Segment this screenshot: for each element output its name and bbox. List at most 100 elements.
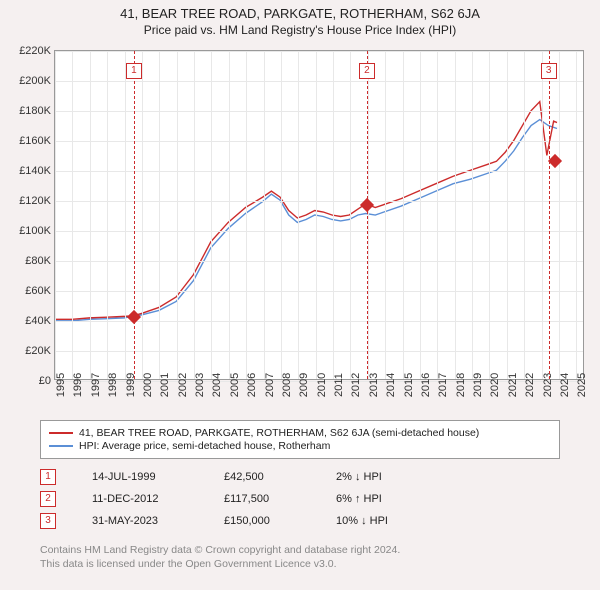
gridline-vertical [298,51,299,379]
gridline-vertical [542,51,543,379]
xtick-label: 1997 [90,373,102,397]
event-date: 31-MAY-2023 [92,515,192,527]
xtick-label: 2007 [264,373,276,397]
xtick-label: 2009 [298,373,310,397]
xtick-label: 2022 [524,373,536,397]
gridline-vertical [55,51,56,379]
gridline-vertical [316,51,317,379]
event-row-badge: 3 [40,513,56,529]
attribution: Contains HM Land Registry data © Crown c… [40,544,400,571]
ytick-label: £80K [25,255,51,267]
ytick-label: £20K [25,345,51,357]
legend-label: 41, BEAR TREE ROAD, PARKGATE, ROTHERHAM,… [79,427,479,439]
gridline-vertical [264,51,265,379]
xtick-label: 2013 [368,373,380,397]
xtick-label: 2024 [559,373,571,397]
attribution-line1: Contains HM Land Registry data © Crown c… [40,544,400,558]
gridline-vertical [385,51,386,379]
legend-swatch [49,432,73,434]
gridline-vertical [368,51,369,379]
gridline-vertical [211,51,212,379]
legend: 41, BEAR TREE ROAD, PARKGATE, ROTHERHAM,… [40,420,560,459]
gridline-vertical [177,51,178,379]
xtick-label: 2015 [403,373,415,397]
event-vline [367,51,368,379]
gridline-vertical [125,51,126,379]
ytick-label: £40K [25,315,51,327]
ytick-label: £120K [19,195,51,207]
ytick-label: £140K [19,165,51,177]
gridline-vertical [90,51,91,379]
legend-row: 41, BEAR TREE ROAD, PARKGATE, ROTHERHAM,… [49,427,551,439]
ytick-label: £60K [25,285,51,297]
event-pct: 10% ↓ HPI [336,515,388,527]
gridline-vertical [559,51,560,379]
event-row: 2 11-DEC-2012 £117,500 6% ↑ HPI [40,488,388,510]
event-date: 11-DEC-2012 [92,493,192,505]
gridline-vertical [507,51,508,379]
event-pct: 6% ↑ HPI [336,493,382,505]
event-vline [134,51,135,379]
legend-label: HPI: Average price, semi-detached house,… [79,440,330,452]
event-price: £117,500 [224,493,304,505]
ytick-label: £0 [39,375,51,387]
xtick-label: 1995 [55,373,67,397]
xtick-label: 2010 [316,373,328,397]
xtick-label: 1996 [72,373,84,397]
xtick-label: 2008 [281,373,293,397]
legend-swatch [49,445,73,447]
ytick-label: £200K [19,75,51,87]
event-row: 114-JUL-1999£42,5002% ↓ HPI [40,466,388,488]
xtick-label: 2020 [489,373,501,397]
xtick-label: 2004 [211,373,223,397]
xtick-label: 2021 [507,373,519,397]
gridline-vertical [229,51,230,379]
gridline-vertical [281,51,282,379]
ytick-label: £180K [19,105,51,117]
xtick-label: 2016 [420,373,432,397]
gridline-vertical [333,51,334,379]
xtick-label: 2023 [542,373,554,397]
event-badge: 3 [541,63,557,79]
gridline-vertical [350,51,351,379]
gridline-vertical [142,51,143,379]
event-date: 14-JUL-1999 [92,471,192,483]
gridline-vertical [455,51,456,379]
xtick-label: 2025 [576,373,588,397]
gridline-vertical [194,51,195,379]
event-row-badge: 2 [40,491,56,507]
gridline-vertical [472,51,473,379]
xtick-label: 2014 [385,373,397,397]
event-vline [549,51,550,379]
event-row-badge: 1 [40,469,56,485]
xtick-label: 2001 [159,373,171,397]
xtick-label: 1998 [107,373,119,397]
legend-row: HPI: Average price, semi-detached house,… [49,440,551,452]
ytick-label: £220K [19,45,51,57]
xtick-label: 2005 [229,373,241,397]
gridline-vertical [489,51,490,379]
gridline-vertical [524,51,525,379]
xtick-label: 2019 [472,373,484,397]
chart-container: 41, BEAR TREE ROAD, PARKGATE, ROTHERHAM,… [0,0,600,590]
event-price: £42,500 [224,471,304,483]
ytick-label: £100K [19,225,51,237]
chart-subtitle: Price paid vs. HM Land Registry's House … [0,21,600,41]
gridline-vertical [107,51,108,379]
gridline-vertical [403,51,404,379]
plot-area: £0£20K£40K£60K£80K£100K£120K£140K£160K£1… [54,50,584,380]
gridline-vertical [159,51,160,379]
chart-title: 41, BEAR TREE ROAD, PARKGATE, ROTHERHAM,… [0,0,600,21]
xtick-label: 2000 [142,373,154,397]
attribution-line2: This data is licensed under the Open Gov… [40,558,400,572]
xtick-label: 2011 [333,373,345,397]
xtick-label: 2006 [246,373,258,397]
xtick-label: 2012 [350,373,362,397]
gridline-vertical [576,51,577,379]
event-row: 331-MAY-2023£150,00010% ↓ HPI [40,510,388,532]
xtick-label: 2017 [437,373,449,397]
series-line [55,102,557,320]
xtick-label: 2003 [194,373,206,397]
gridline-vertical [72,51,73,379]
gridline-vertical [246,51,247,379]
